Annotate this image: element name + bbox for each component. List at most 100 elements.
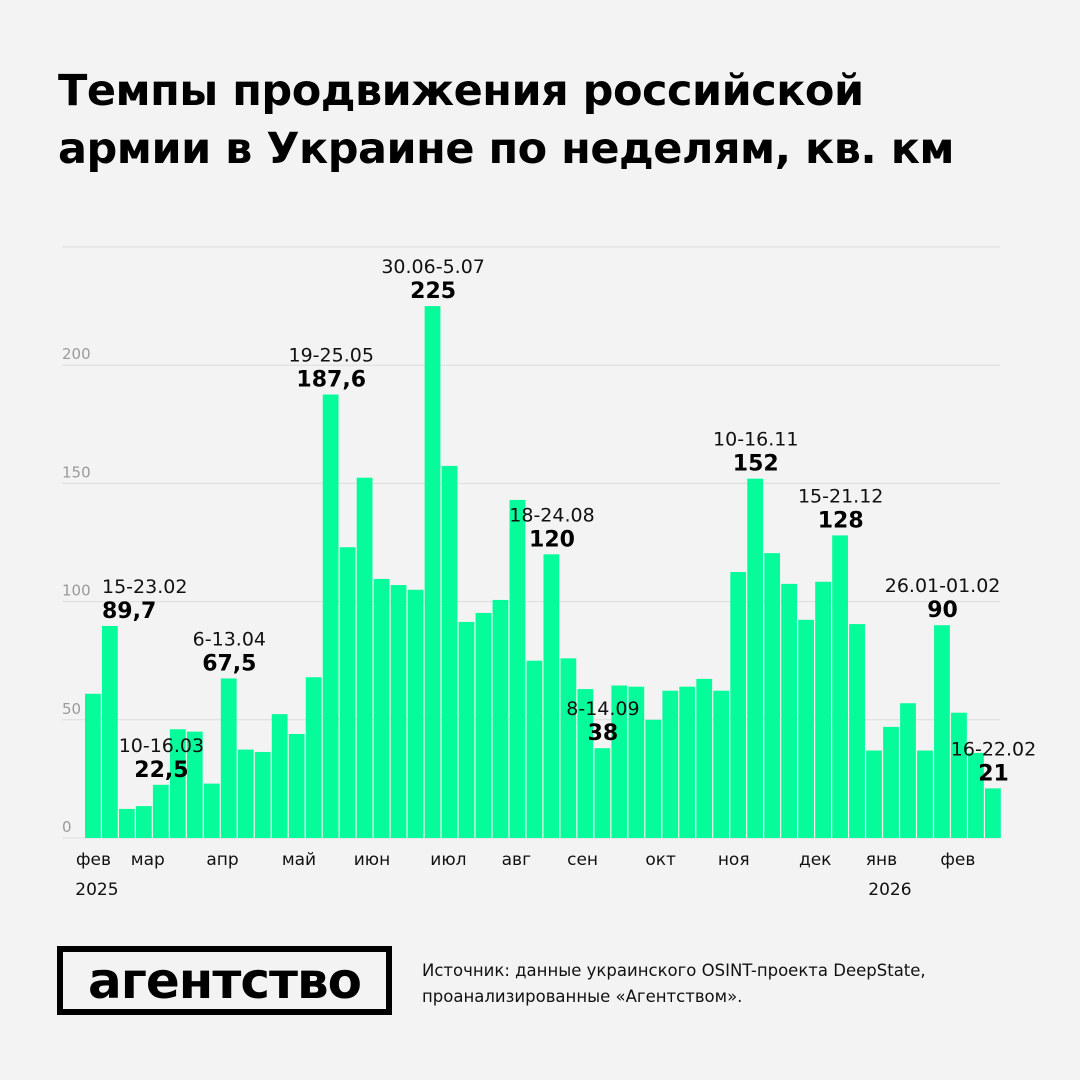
bar (866, 750, 882, 838)
bar (560, 658, 577, 838)
data-label: 152 (733, 452, 779, 477)
x-tick-label: фев (940, 850, 975, 870)
data-label: 187,6 (296, 368, 366, 393)
x-tick-label: окт (645, 850, 676, 870)
bar (594, 748, 611, 838)
annotation-date: 15-23.02 (102, 576, 187, 598)
bar (696, 678, 713, 838)
bar (169, 729, 186, 838)
bar (118, 808, 135, 838)
annotation-date: 15-21.12 (798, 485, 883, 507)
bar (101, 625, 118, 838)
x-tick-label: июн (354, 850, 390, 870)
data-label: 90 (927, 598, 958, 623)
y-tick-label: 200 (62, 345, 91, 363)
bar (917, 750, 933, 838)
bar (135, 806, 152, 838)
annotation-date: 16-22.02 (951, 738, 1036, 760)
bar (611, 685, 628, 838)
bar (373, 578, 390, 838)
chart-title: Темпы продвижения российской армии в Укр… (58, 66, 955, 174)
bar (713, 690, 730, 838)
bar (441, 465, 458, 838)
agentstvo-logo: агентство (57, 946, 392, 1015)
logo-text: агентство (88, 951, 362, 1010)
data-label: 120 (529, 527, 575, 552)
y-tick-label: 0 (62, 818, 72, 836)
bar (849, 624, 865, 838)
bar (237, 749, 254, 838)
annotation-date: 18-24.08 (509, 504, 594, 526)
bar (781, 583, 798, 838)
bar (543, 554, 560, 838)
bar (900, 703, 916, 838)
y-tick-label: 50 (62, 700, 81, 718)
bar (390, 585, 407, 838)
data-label: 67,5 (202, 651, 256, 676)
bar (203, 783, 220, 838)
bar (322, 394, 339, 838)
bar (254, 751, 271, 838)
bar (339, 547, 356, 838)
y-tick-label: 100 (62, 582, 91, 600)
bar (934, 625, 950, 838)
bar (798, 619, 815, 838)
bar (815, 581, 831, 838)
x-tick-label: ноя (718, 850, 750, 870)
bar (577, 689, 594, 838)
bar (288, 733, 305, 838)
x-tick-label: фев (76, 850, 111, 870)
bar (509, 499, 526, 838)
bar (305, 677, 322, 838)
x-tick-label: апр (206, 850, 238, 870)
annotation-date: 26.01-01.02 (885, 575, 1001, 597)
y-tick-label: 150 (62, 463, 91, 481)
source-line-2: проанализированные «Агентством». (422, 987, 743, 1006)
bar (832, 535, 848, 838)
x-tick-label: сен (567, 850, 598, 870)
bar (730, 572, 747, 838)
bar (220, 678, 237, 838)
bar (407, 589, 424, 838)
bar (679, 686, 696, 838)
bar (271, 714, 288, 838)
bar (985, 788, 1001, 838)
x-tick-label: янв (866, 850, 897, 870)
bar (968, 752, 984, 838)
bar (883, 726, 899, 838)
data-label: 128 (818, 508, 864, 533)
data-label: 38 (588, 721, 619, 746)
annotation-date: 10-16.03 (119, 735, 204, 757)
data-label: 22,5 (134, 758, 188, 783)
bar (475, 612, 492, 838)
bar (747, 478, 764, 838)
x-tick-label: мар (131, 850, 165, 870)
data-label: 21 (978, 761, 1009, 786)
annotation-date: 19-25.05 (289, 345, 374, 367)
bar (356, 477, 373, 838)
bar (424, 306, 441, 839)
bar (645, 719, 662, 838)
bar (951, 712, 967, 838)
x-tick-label: дек (799, 850, 831, 870)
x-tick-label: авг (502, 850, 531, 870)
source-note: Источник: данные украинского OSINT-проек… (422, 958, 926, 1010)
bar (764, 553, 781, 838)
source-line-1: Источник: данные украинского OSINT-проек… (422, 961, 926, 980)
year-label: 2026 (868, 880, 911, 900)
bar (152, 784, 169, 838)
annotation-date: 8-14.09 (566, 698, 639, 720)
data-label: 225 (410, 279, 456, 304)
bar (186, 731, 203, 838)
bar (458, 621, 475, 838)
annotation-date: 6-13.04 (193, 628, 266, 650)
annotation-date: 30.06-5.07 (381, 256, 485, 278)
bar (526, 660, 543, 838)
data-label: 89,7 (102, 599, 156, 624)
bar (85, 693, 101, 838)
bar (492, 599, 509, 838)
annotation-date: 10-16.11 (713, 429, 798, 451)
bar (628, 686, 645, 838)
x-tick-label: май (282, 850, 316, 870)
